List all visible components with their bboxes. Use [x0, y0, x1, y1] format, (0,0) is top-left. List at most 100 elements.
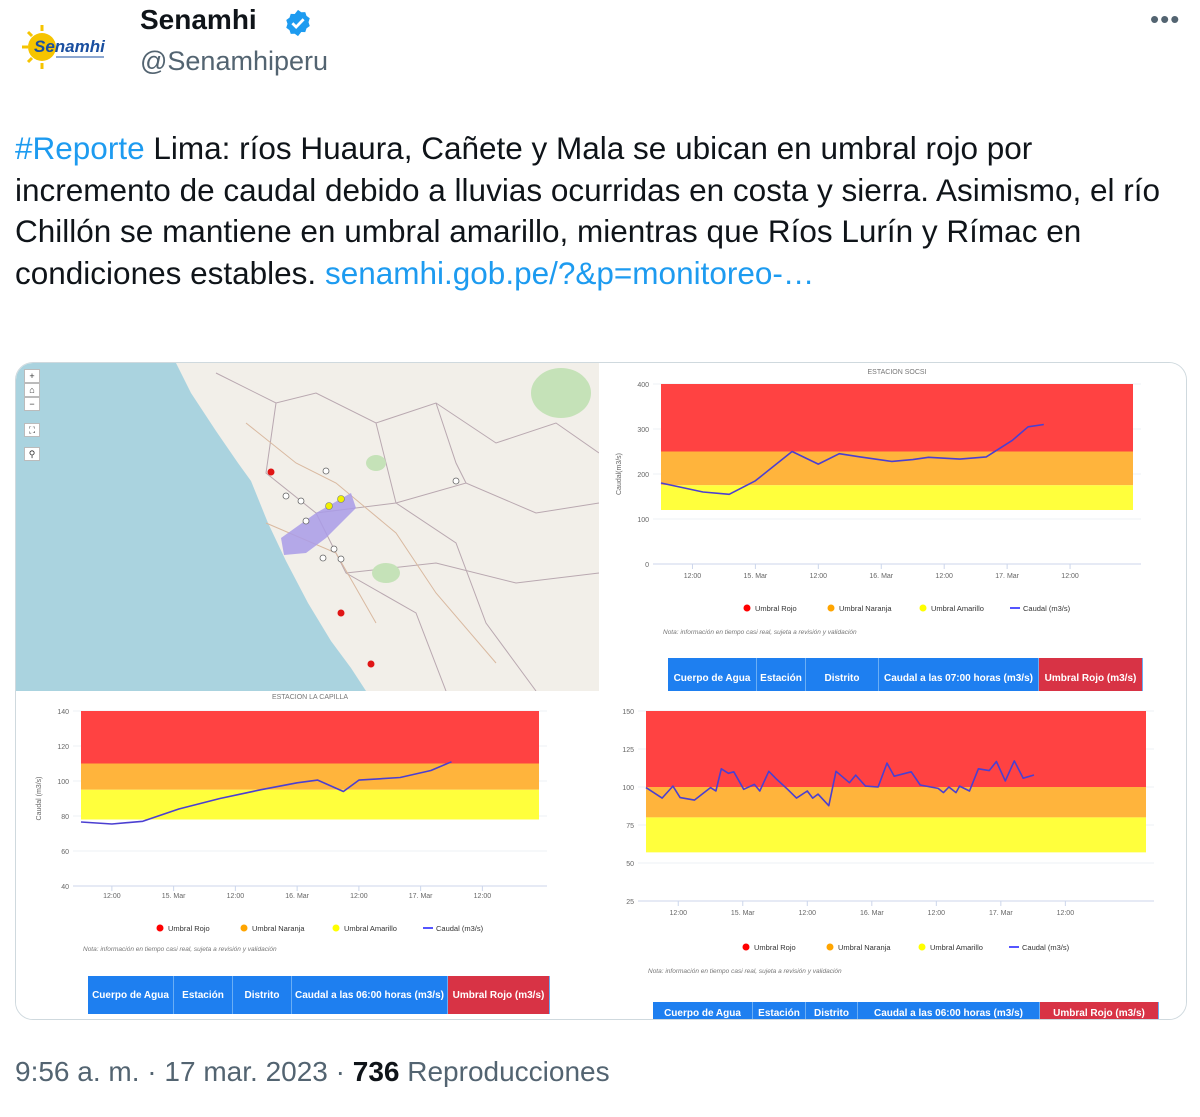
zoom-in-button[interactable]: + — [24, 369, 40, 383]
tweet-date[interactable]: 17 mar. 2023 — [164, 1056, 328, 1087]
legend-item[interactable]: Umbral Naranja — [252, 924, 305, 933]
caudal-line[interactable] — [80, 761, 452, 825]
table-column-header[interactable]: Distrito — [233, 976, 292, 1014]
x-tick-label: 12:00 — [684, 573, 702, 580]
table-column-header[interactable]: Cuerpo de Agua — [653, 1002, 753, 1019]
green-areas — [366, 368, 591, 583]
y-tick-label: 300 — [637, 427, 649, 434]
table-column-header[interactable]: Caudal a las 07:00 horas (m3/s) — [879, 658, 1039, 691]
band-umbral-naranja — [661, 451, 1133, 486]
y-tick-label: 60 — [61, 849, 69, 856]
ocean — [16, 363, 366, 691]
home-icon[interactable]: ⌂ — [24, 383, 40, 397]
station-table-header: Cuerpo de Agua Estación Distrito Caudal a l… — [88, 976, 550, 1014]
caudal-line[interactable] — [660, 423, 1044, 496]
table-column-header[interactable]: Umbral Rojo (m3/s) — [448, 976, 550, 1014]
y-tick-label: 40 — [61, 884, 69, 891]
legend-item[interactable]: Umbral Rojo — [755, 604, 797, 613]
y-tick-label: 200 — [637, 472, 649, 479]
table-column-header[interactable]: Estación — [174, 976, 233, 1014]
legend-item[interactable]: Umbral Amarillo — [930, 943, 983, 952]
station-markers — [267, 467, 460, 668]
legend-marker — [156, 924, 164, 932]
table-column-header[interactable]: Umbral Rojo (m3/s) — [1039, 658, 1143, 691]
views-count: 736 — [352, 1056, 400, 1087]
legend-item[interactable]: Caudal (m3/s) — [1023, 604, 1071, 613]
url-link[interactable]: senamhi.gob.pe/?&p=monitoreo-… — [324, 254, 815, 291]
fullscreen-icon[interactable]: ⛶ — [24, 423, 40, 437]
legend-item[interactable]: Umbral Naranja — [838, 943, 891, 952]
x-tick-label: 12:00 — [474, 893, 492, 900]
legend-marker — [826, 943, 834, 951]
tweet-meta: 9:56 a. m. · 17 mar. 2023 · 736 Reproduc… — [15, 1056, 610, 1088]
chart-panel-la-capilla: ESTACION LA CAPILLA Caudal (m3/s) 40 60 80 10… — [16, 691, 596, 1019]
table-column-header[interactable]: Distrito — [806, 658, 879, 691]
x-tick-label: 12:00 — [935, 573, 953, 580]
media-card[interactable]: + ⌂ − ⛶ ⚲ ESTACION SOCSI Caudal(m3/s) 0 100… — [15, 362, 1187, 1020]
y-tick-label: 140 — [57, 709, 69, 716]
river-map[interactable]: + ⌂ − ⛶ ⚲ — [16, 363, 599, 691]
legend-item[interactable]: Caudal (m3/s) — [436, 924, 484, 933]
table-column-header[interactable]: Estación — [753, 1002, 806, 1019]
chart-panel-third: 25 50 75 100 125 150 12:00 15. Mar 12:00 16. Mar 1… — [596, 691, 1186, 1019]
chart-svg: ESTACION LA CAPILLA Caudal (m3/s) 40 60 80 10… — [36, 694, 547, 953]
x-tick-label: 12:00 — [227, 893, 245, 900]
station-table-header: Cuerpo de Agua Estación Distrito Caudal a l… — [668, 658, 1143, 691]
chart-note: Nota: información en tiempo casi real, s… — [663, 629, 857, 636]
legend-marker — [332, 924, 340, 932]
verified-badge-icon — [286, 9, 310, 37]
legend-marker — [743, 604, 751, 612]
y-tick-label: 400 — [637, 382, 649, 389]
legend-item[interactable]: Umbral Amarillo — [344, 924, 397, 933]
x-tick-label: 16. Mar — [860, 910, 884, 917]
caudal-line[interactable] — [645, 760, 1035, 807]
band-umbral-rojo — [661, 384, 1133, 452]
x-tick-label: 12:00 — [669, 910, 687, 917]
x-tick-label: 12:00 — [103, 893, 121, 900]
y-axis-label: Caudal (m3/s) — [36, 777, 43, 821]
table-column-header[interactable]: Cuerpo de Agua — [88, 976, 174, 1014]
table-column-header[interactable]: Caudal a las 06:00 horas (m3/s) — [292, 976, 448, 1014]
x-tick-label: 17. Mar — [409, 893, 433, 900]
y-tick-label: 125 — [622, 747, 634, 754]
table-column-header[interactable]: Umbral Rojo (m3/s) — [1040, 1002, 1159, 1019]
more-horizontal-icon[interactable]: ••• — [1150, 4, 1181, 34]
legend-item[interactable]: Umbral Rojo — [754, 943, 796, 952]
hashtag-link[interactable]: #Reporte — [15, 130, 145, 166]
views-label: Reproducciones — [407, 1056, 610, 1087]
search-icon[interactable]: ⚲ — [24, 447, 40, 461]
author-name[interactable]: Senamhi — [140, 4, 257, 35]
legend-item[interactable]: Umbral Naranja — [839, 604, 892, 613]
avatar[interactable]: Senamhi — [18, 12, 114, 82]
x-tick-label: 12:00 — [350, 893, 368, 900]
table-column-header[interactable]: Cuerpo de Agua — [668, 658, 757, 691]
table-column-header[interactable]: Caudal a las 06:00 horas (m3/s) — [858, 1002, 1040, 1019]
y-tick-label: 75 — [626, 823, 634, 830]
legend-item[interactable]: Umbral Amarillo — [931, 604, 984, 613]
chart-svg: 25 50 75 100 125 150 12:00 15. Mar 12:00 16. Mar 1… — [622, 709, 1154, 975]
table-column-header[interactable]: Distrito — [806, 1002, 858, 1019]
svg-text:Senamhi: Senamhi — [34, 37, 106, 56]
tweet-time[interactable]: 9:56 a. m. — [15, 1056, 140, 1087]
y-tick-label: 100 — [57, 779, 69, 786]
legend-marker — [742, 943, 750, 951]
zoom-out-button[interactable]: − — [24, 397, 40, 411]
table-column-header[interactable]: Estación — [757, 658, 806, 691]
legend-item[interactable]: Umbral Rojo — [168, 924, 210, 933]
author-handle[interactable]: @Senamhiperu — [140, 46, 329, 76]
legend-item[interactable]: Caudal (m3/s) — [1022, 943, 1070, 952]
x-tick-label: 17. Mar — [995, 573, 1019, 580]
y-tick-label: 50 — [626, 861, 634, 868]
chart-note: Nota: información en tiempo casi real, s… — [83, 946, 277, 953]
chart-title: ESTACION SOCSI — [868, 369, 927, 376]
separator: · — [335, 1056, 345, 1087]
y-tick-label: 25 — [626, 899, 634, 906]
y-tick-label: 100 — [637, 517, 649, 524]
x-tick-label: 12:00 — [799, 910, 817, 917]
chart-panel-socsi: ESTACION SOCSI Caudal(m3/s) 0 100 200 300 400 1… — [599, 363, 1186, 691]
y-tick-label: 0 — [645, 562, 649, 569]
chart-svg: ESTACION SOCSI Caudal(m3/s) 0 100 200 300 400 1… — [616, 369, 1141, 636]
band-umbral-naranja — [81, 763, 539, 790]
x-tick-label: 12:00 — [928, 910, 946, 917]
x-tick-label: 12:00 — [1061, 573, 1079, 580]
